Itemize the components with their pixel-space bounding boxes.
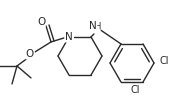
Text: N: N	[65, 32, 73, 42]
Text: Cl: Cl	[159, 56, 169, 66]
Text: H: H	[94, 22, 100, 31]
Text: O: O	[37, 17, 45, 27]
Text: Cl: Cl	[130, 85, 140, 95]
Text: O: O	[26, 49, 34, 59]
Text: N: N	[89, 21, 97, 31]
